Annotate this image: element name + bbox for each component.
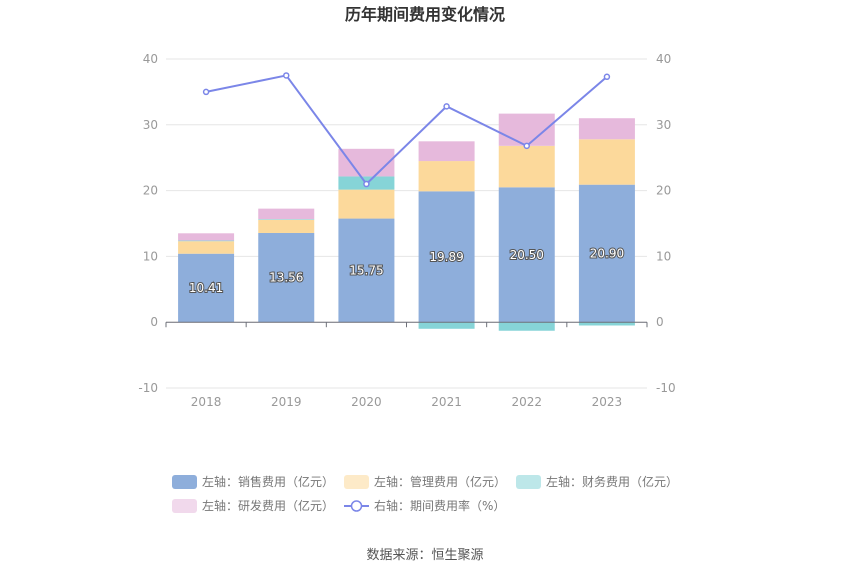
x-tick-label: 2019 xyxy=(271,395,302,409)
x-tick-label: 2020 xyxy=(351,395,382,409)
grid-lines xyxy=(166,58,647,389)
bar-segment xyxy=(178,241,235,254)
bar-data-label: 20.50 xyxy=(510,248,544,262)
legend-label: 右轴：期间费用率（%） xyxy=(374,498,505,513)
right-tick-label: 30 xyxy=(656,118,671,132)
right-tick-label: -10 xyxy=(656,381,676,395)
rate-line-path xyxy=(205,74,608,186)
data-labels: 10.41 13.56 15.75 19.89 20.50 20.90 xyxy=(188,245,625,296)
bar-data-label: 13.56 xyxy=(269,271,303,285)
left-tick-label: 40 xyxy=(143,52,158,66)
legend-swatch xyxy=(172,475,197,489)
bar-segment xyxy=(498,145,555,188)
right-tick-label: 0 xyxy=(656,315,664,329)
bar-segment xyxy=(418,161,475,192)
bar-segment xyxy=(418,322,475,329)
bar-segment xyxy=(418,191,475,323)
rate-line xyxy=(202,72,611,188)
legend: 左轴：销售费用（亿元） 左轴：管理费用（亿元） 左轴：财务费用（亿元） 左轴：研发费用… xyxy=(172,474,678,513)
bar-segment xyxy=(578,118,635,140)
x-tick-label: 2022 xyxy=(511,395,542,409)
bar-segment xyxy=(178,253,235,323)
legend-label: 左轴：管理费用（亿元） xyxy=(374,474,506,489)
rate-point xyxy=(603,73,611,81)
bar-segment xyxy=(338,148,395,177)
source-label: 数据来源：恒生聚源 xyxy=(366,548,483,563)
bar-data-label: 19.89 xyxy=(429,250,463,264)
right-tick-label: 20 xyxy=(656,184,671,198)
bar-segment xyxy=(258,219,315,220)
bar-segment xyxy=(418,141,475,162)
bar-segment xyxy=(578,184,635,323)
legend-label: 左轴：销售费用（亿元） xyxy=(202,474,334,489)
bar-segment xyxy=(578,139,635,185)
rate-point xyxy=(443,103,450,110)
right-tick-label: 10 xyxy=(656,249,671,263)
right-axis: -10 0 10 20 30 40 xyxy=(656,52,676,395)
legend-swatch xyxy=(344,475,369,489)
left-tick-label: -10 xyxy=(138,381,158,395)
rate-point xyxy=(283,72,290,79)
bar-data-label: 10.41 xyxy=(189,281,223,295)
bar-data-label: 15.75 xyxy=(349,263,383,277)
rate-point xyxy=(523,142,530,150)
bar-segment xyxy=(258,219,315,233)
bar-segment xyxy=(498,322,555,331)
left-tick-label: 0 xyxy=(150,315,158,329)
left-tick-label: 10 xyxy=(143,249,158,263)
x-tick-label: 2018 xyxy=(191,395,222,409)
chart-title: 历年期间费用变化情况 xyxy=(345,5,505,24)
legend-marker xyxy=(350,500,363,512)
legend-label: 左轴：研发费用（亿元） xyxy=(202,498,334,513)
bar-segment xyxy=(258,208,315,220)
bar-segment xyxy=(178,240,235,242)
legend-label: 左轴：财务费用（亿元） xyxy=(546,474,678,489)
rate-point xyxy=(363,180,370,188)
left-tick-label: 20 xyxy=(143,184,158,198)
bar-segment xyxy=(498,187,555,323)
left-axis: -10 0 10 20 30 40 xyxy=(138,52,158,395)
x-ticks: 2018 2019 2020 2021 2022 2023 xyxy=(191,395,622,409)
right-tick-label: 40 xyxy=(656,52,671,66)
bar-segment xyxy=(338,189,395,219)
bar-segment xyxy=(178,233,235,241)
legend-swatch xyxy=(172,499,197,513)
bar-segment xyxy=(258,232,315,323)
bar-segment xyxy=(578,322,635,326)
rate-point xyxy=(202,88,210,96)
x-axis xyxy=(165,321,648,328)
bar-data-label: 20.90 xyxy=(590,246,624,260)
left-tick-label: 30 xyxy=(143,118,158,132)
bar-segment xyxy=(338,218,395,323)
x-tick-label: 2023 xyxy=(592,395,623,409)
x-tick-label: 2021 xyxy=(431,395,462,409)
legend-swatch xyxy=(516,475,541,489)
